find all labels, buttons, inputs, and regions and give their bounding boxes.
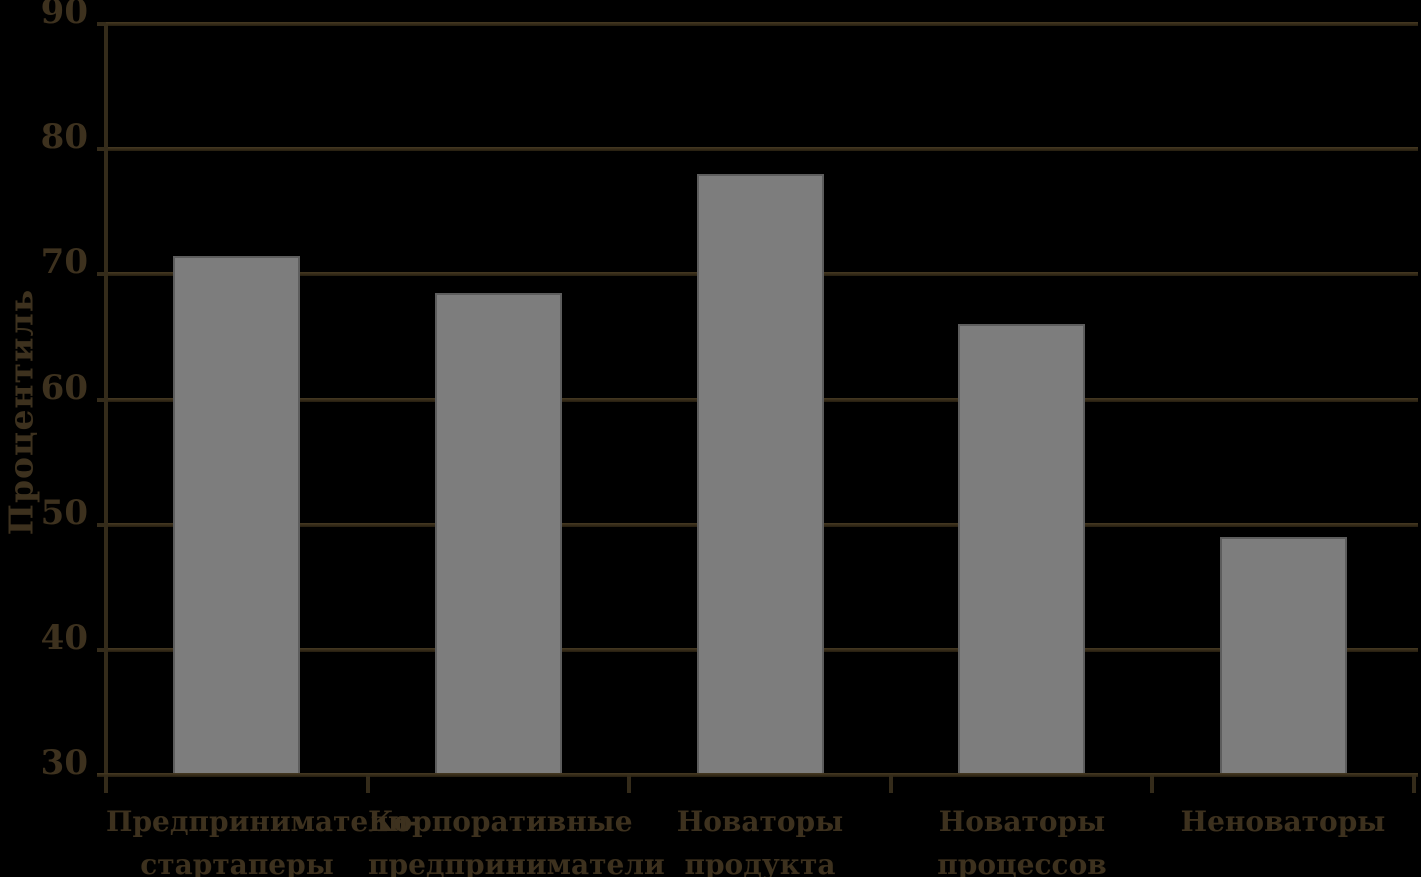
y-tick-label: 40: [40, 618, 88, 658]
y-tick-label: 50: [40, 493, 88, 533]
category-label-line: Предприниматели-: [106, 805, 421, 838]
category-label-line: Новаторы: [676, 805, 844, 838]
y-tick-label: 90: [40, 0, 88, 32]
category-label-line: Неноваторы: [1180, 805, 1386, 838]
category-label: Новаторы процессов: [891, 800, 1153, 877]
bar: [173, 256, 300, 777]
bar: [958, 324, 1085, 777]
category-label-line: продукта: [684, 848, 836, 877]
x-tick: [1150, 775, 1154, 793]
y-tick: [97, 272, 106, 276]
gridline: [106, 22, 1418, 26]
bar: [435, 293, 562, 777]
y-tick-label: 70: [40, 242, 88, 282]
y-tick: [97, 523, 106, 527]
gridline: [106, 147, 1418, 151]
y-tick: [97, 147, 106, 151]
category-label-line: Новаторы: [938, 805, 1106, 838]
y-tick: [97, 22, 106, 26]
x-tick: [104, 775, 108, 793]
bar: [697, 174, 824, 777]
x-tick: [366, 775, 370, 793]
x-axis-line: [97, 773, 1418, 777]
x-tick: [627, 775, 631, 793]
y-axis-line: [104, 24, 108, 793]
category-label-line: стартаперы: [140, 848, 334, 877]
y-tick-label: 30: [40, 743, 88, 783]
y-tick-label: 80: [40, 117, 88, 157]
category-label-line: предприниматели: [368, 848, 665, 877]
y-tick: [97, 648, 106, 652]
category-label: Корпоративные предприниматели: [368, 800, 665, 877]
category-label: Предприниматели-стартаперы: [106, 800, 421, 877]
bar: [1220, 537, 1347, 777]
category-label-line: процессов: [937, 848, 1107, 877]
y-tick: [97, 398, 106, 402]
x-tick: [1412, 775, 1416, 793]
category-label: Неноваторы: [1152, 800, 1414, 843]
category-label: Новаторы продукта: [629, 800, 891, 877]
x-tick: [889, 775, 893, 793]
y-tick-label: 60: [40, 368, 88, 408]
category-label-line: Корпоративные: [368, 805, 633, 838]
